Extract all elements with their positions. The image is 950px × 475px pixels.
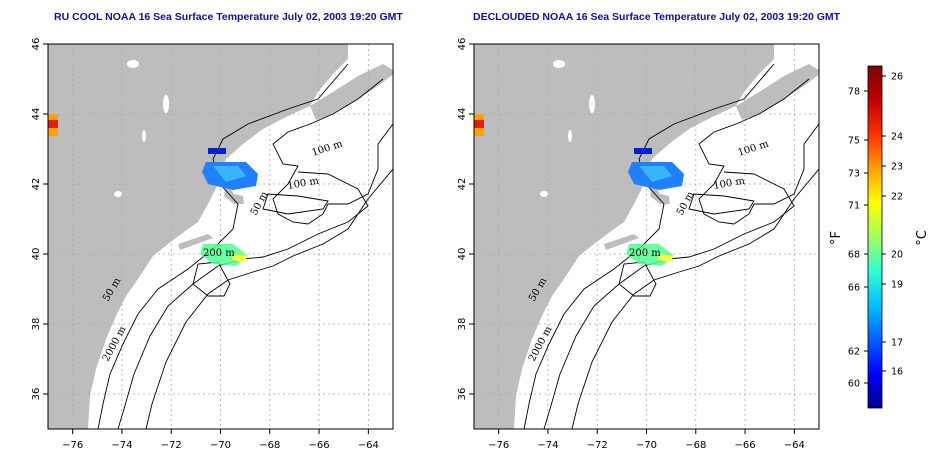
celsius-tick-label: 23 — [891, 162, 903, 173]
map-content — [48, 44, 393, 429]
y-tick-label: 36 — [457, 388, 468, 401]
sst-patch-warm-edge — [658, 254, 674, 262]
x-tick-label: −72 — [161, 440, 182, 451]
lake — [589, 95, 595, 113]
lake — [568, 130, 572, 142]
contour-label: 200 m — [629, 248, 661, 259]
sst-patch-gulf-of-maine-warm — [639, 166, 672, 182]
lake — [142, 130, 146, 142]
celsius-tick-label: 19 — [891, 280, 903, 291]
contour-label: 50 m — [249, 189, 271, 217]
x-tick-label: −76 — [62, 440, 83, 451]
y-tick-label: 38 — [31, 318, 42, 331]
y-tick-label: 40 — [31, 248, 42, 261]
map-title-right: DECLOUDED NOAA 16 Sea Surface Temperatur… — [473, 11, 841, 23]
colorbar-ramp — [867, 65, 883, 409]
y-tick-label: 42 — [31, 178, 42, 191]
sst-patch-west-hot — [48, 120, 58, 128]
fahrenheit-tick-label: 62 — [848, 347, 860, 358]
x-tick-label: −64 — [358, 440, 379, 451]
celsius-tick-label: 26 — [891, 72, 903, 83]
celsius-tick-label: 17 — [891, 338, 903, 349]
fahrenheit-tick-label: 71 — [848, 201, 860, 212]
celsius-tick-label: 24 — [891, 132, 903, 143]
land-mass — [48, 44, 393, 429]
sst-patch-north — [634, 148, 652, 154]
x-tick-label: −70 — [636, 440, 657, 451]
sst-patch-north — [208, 148, 226, 154]
x-tick-label: −68 — [259, 440, 280, 451]
fahrenheit-tick-label: 66 — [848, 283, 860, 294]
y-tick-label: 46 — [457, 38, 468, 51]
x-tick-label: −68 — [685, 440, 706, 451]
sst-patch-gulf-of-maine-warm — [213, 166, 246, 182]
lake — [163, 95, 169, 113]
sst-data — [474, 114, 684, 266]
sst-patch-warm-edge — [232, 254, 248, 262]
fahrenheit-tick-label: 68 — [848, 250, 860, 261]
fahrenheit-tick-label: 78 — [848, 87, 860, 98]
x-tick-label: −70 — [210, 440, 231, 451]
celsius-tick-label: 20 — [891, 250, 903, 261]
fahrenheit-tick-label: 73 — [848, 169, 860, 180]
contour-label: 200 m — [203, 248, 235, 259]
y-tick-label: 42 — [457, 178, 468, 191]
lake — [553, 60, 565, 68]
x-tick-label: −64 — [784, 440, 805, 451]
x-tick-label: −74 — [111, 440, 132, 451]
celsius-axis-label: °C — [915, 230, 930, 246]
map-content — [474, 44, 819, 429]
y-tick-label: 36 — [31, 388, 42, 401]
lake — [127, 60, 139, 68]
y-tick-label: 40 — [457, 248, 468, 261]
y-tick-label: 44 — [31, 108, 42, 121]
x-tick-label: −74 — [537, 440, 558, 451]
contour-label: 100 m — [311, 138, 345, 158]
y-tick-label: 46 — [31, 38, 42, 51]
fahrenheit-axis-label: °F — [829, 231, 844, 245]
lake — [114, 191, 122, 197]
sst-data — [48, 114, 258, 266]
x-tick-label: −76 — [488, 440, 509, 451]
contour-label: 100 m — [737, 138, 771, 158]
lake — [540, 191, 548, 197]
y-tick-label: 38 — [457, 318, 468, 331]
fahrenheit-tick-label: 75 — [848, 136, 860, 147]
sst-patch-west-hot — [474, 120, 484, 128]
x-tick-label: −66 — [735, 440, 756, 451]
map-title-left: RU COOL NOAA 16 Sea Surface Temperature … — [54, 11, 403, 23]
x-tick-label: −66 — [309, 440, 330, 451]
celsius-tick-label: 16 — [891, 367, 903, 378]
celsius-tick-label: 22 — [891, 192, 903, 203]
fahrenheit-tick-label: 60 — [848, 379, 860, 390]
x-tick-label: −72 — [587, 440, 608, 451]
y-tick-label: 44 — [457, 108, 468, 121]
contour-label: 50 m — [675, 189, 697, 217]
colorbar: 78 75 73 71 68 66 62 60 26 24 23 22 20 19 17 16 °F °C — [829, 65, 930, 409]
land-mass — [474, 44, 819, 429]
